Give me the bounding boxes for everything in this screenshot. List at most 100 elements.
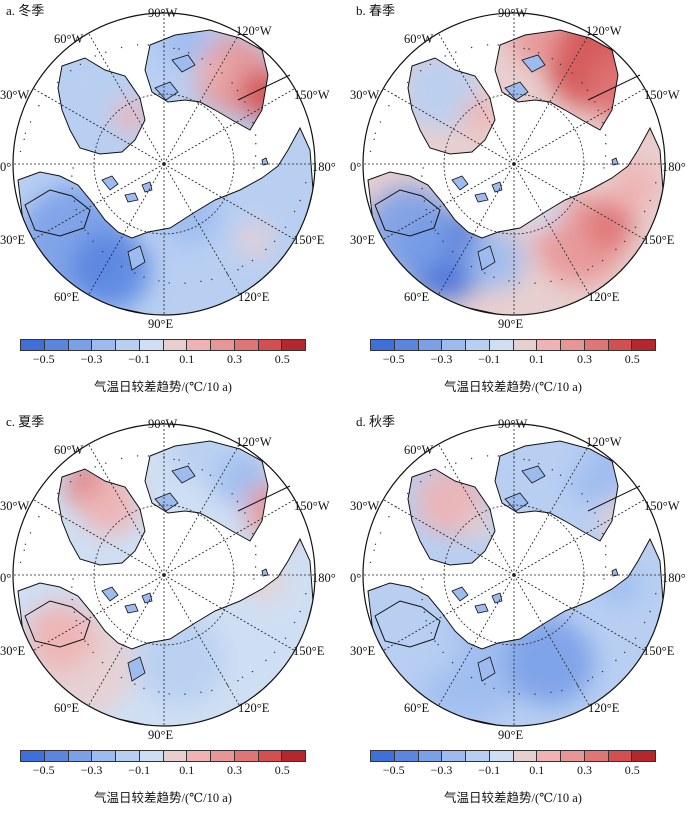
stipple-dot — [284, 226, 287, 228]
stipple-dot — [586, 89, 589, 92]
colorbar-label: 气温日较差趋势/(℃/10 a) — [94, 380, 232, 394]
lon-label-150w: 150°W — [294, 499, 330, 513]
stipple-dot — [29, 121, 32, 123]
stipple-dot — [147, 455, 149, 457]
colorbar-segment — [139, 340, 164, 350]
trend-blob — [510, 30, 560, 65]
stipple-dot — [538, 52, 540, 54]
stipple-dot — [623, 651, 626, 654]
stipple-dot — [643, 621, 646, 624]
stipple-dot — [299, 610, 301, 613]
stipple-dot — [444, 55, 446, 57]
stipple-dot — [421, 598, 423, 601]
colorbar-tick: −0.5 — [32, 763, 55, 777]
colorbar-segment — [211, 751, 235, 761]
trend-blob — [25, 601, 95, 671]
stipple-dot — [508, 691, 510, 693]
stipple-dot — [587, 269, 589, 271]
stipple-dot — [423, 611, 426, 613]
island — [451, 586, 469, 602]
stipple-dot — [23, 549, 25, 551]
stipple-dot — [594, 512, 596, 514]
colorbar-ticks: −0.5 −0.3 −0.1 0.1 0.3 0.5 — [370, 352, 656, 368]
stipple-dot — [643, 210, 646, 213]
lon-label-60w: 60°W — [54, 443, 84, 457]
colorbar-segment — [442, 340, 466, 350]
stipple-dot — [484, 272, 486, 274]
colorbar-segment — [371, 340, 395, 350]
colorbar-tick: 0.3 — [227, 763, 242, 777]
colorbar-segment — [163, 340, 188, 350]
region-boundary-line — [237, 485, 291, 512]
graticule — [363, 424, 665, 726]
stipple-dot — [493, 276, 495, 278]
stipple-dot — [528, 48, 530, 50]
stipple-dot — [173, 47, 175, 50]
trend-blob — [237, 222, 273, 258]
meridian-line — [438, 574, 515, 706]
stipple-dot — [420, 70, 422, 72]
trend-blob — [462, 97, 498, 133]
trend-blob — [112, 97, 148, 133]
colorbar-segment — [561, 340, 585, 350]
colorbar-tick: 0.5 — [624, 763, 640, 777]
trend-blob — [160, 30, 210, 65]
island — [477, 245, 496, 271]
stipple-dot — [134, 272, 136, 274]
coastline — [57, 57, 146, 155]
stipple-dot — [369, 150, 372, 153]
colorbar-tick: −0.5 — [32, 352, 55, 366]
colorbar-tick: −0.5 — [382, 352, 405, 366]
stipple-dot — [188, 52, 190, 54]
colorbar-segment — [584, 751, 609, 761]
colorbar-segment — [282, 340, 305, 350]
stipple-dot — [615, 248, 617, 251]
lon-label-90e: 90°E — [148, 728, 174, 742]
stipple-dot — [604, 134, 607, 136]
stipple-dot — [634, 637, 637, 639]
significance-stipple — [19, 44, 307, 284]
colorbar-segment — [258, 751, 283, 761]
stipple-dot — [252, 532, 254, 535]
colorbar-segment — [163, 751, 188, 761]
island — [477, 656, 496, 682]
meridian-line — [383, 574, 515, 651]
colorbar-tick: 0.3 — [577, 763, 592, 777]
stipple-dot — [251, 670, 254, 673]
stipple-dot — [72, 578, 74, 580]
colorbar-tick: 0.3 — [577, 352, 592, 366]
stipple-dot — [605, 554, 607, 556]
region-boundary-line — [587, 485, 641, 512]
lon-label-120w: 120°W — [236, 24, 272, 38]
stipple-dot — [241, 265, 244, 267]
polar-map — [362, 12, 666, 316]
colorbar-segment — [584, 340, 609, 350]
stipple-dot — [591, 676, 594, 678]
stipple-dot — [173, 458, 175, 461]
stipple-dot — [241, 676, 244, 678]
lon-label-30w: 30°W — [0, 499, 30, 513]
island — [124, 603, 139, 614]
stipple-dot — [523, 458, 525, 461]
polar-map — [12, 423, 316, 727]
stipple-dot — [423, 200, 426, 202]
stipple-dot — [623, 240, 626, 243]
panel-winter: a. 冬季 90°W 120°W 150°W 180° 150°E 120°E … — [0, 0, 350, 411]
stipple-dot — [200, 280, 202, 282]
colorbar-segment — [44, 340, 69, 350]
graticule — [363, 13, 665, 315]
panel-title: d. 秋季 — [356, 414, 396, 429]
trend-blob — [215, 591, 275, 651]
colorbar-ticks: −0.5 −0.3 −0.1 0.1 0.3 0.5 — [370, 763, 656, 779]
stipple-dot — [255, 554, 257, 556]
stipple-dot — [388, 516, 390, 518]
stipple-dot — [369, 561, 372, 564]
meridian-line — [163, 499, 295, 576]
meridian-line — [163, 88, 295, 165]
lon-label-150e: 150°E — [643, 644, 675, 658]
stipple-dot — [470, 676, 473, 679]
stipple-dot — [71, 586, 73, 588]
lon-label-60w: 60°W — [54, 32, 84, 46]
island — [154, 81, 179, 101]
stipple-dot — [254, 566, 257, 568]
